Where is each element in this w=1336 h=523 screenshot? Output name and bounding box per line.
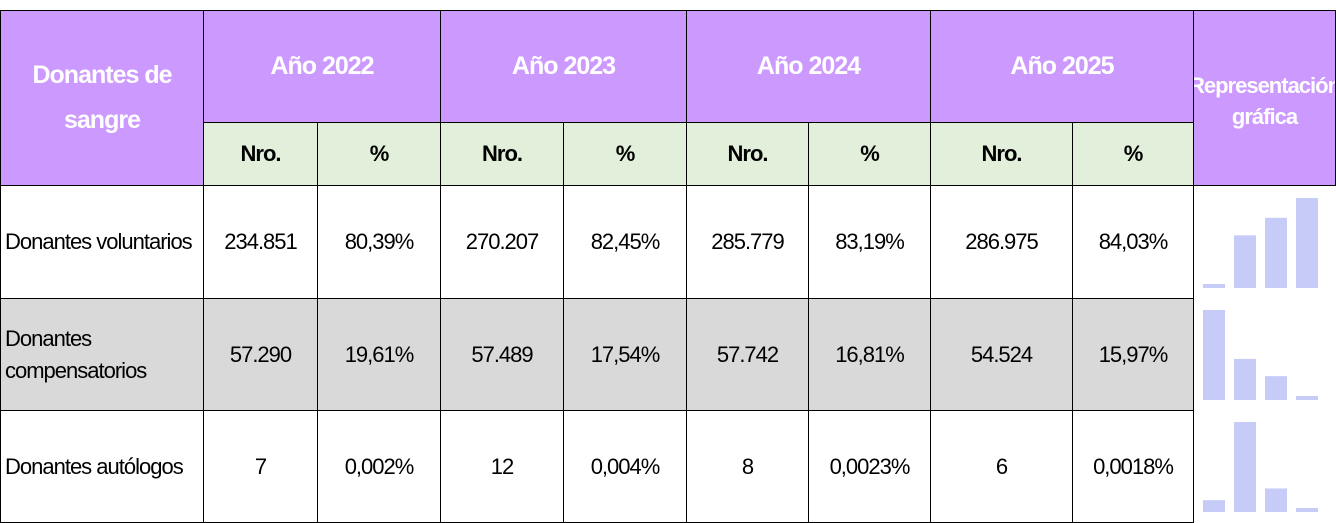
header-cell: Donantes de sangre bbox=[0, 10, 204, 186]
data-cell: 19,61% bbox=[317, 298, 441, 411]
sparkline-bar bbox=[1203, 284, 1225, 288]
sparkline-bar bbox=[1296, 198, 1318, 288]
data-cell: 54.524 bbox=[930, 298, 1073, 411]
sub-header: % bbox=[563, 122, 687, 186]
data-cell: 0,004% bbox=[563, 410, 687, 523]
sparkline-bar bbox=[1265, 488, 1287, 512]
chart-header: Representación gráfica bbox=[1193, 10, 1336, 186]
sparkline-bar bbox=[1296, 508, 1318, 512]
data-cell: 17,54% bbox=[563, 298, 687, 411]
year-header: Año 2023 bbox=[440, 10, 687, 123]
row-label: Donantes compensatorios bbox=[0, 298, 204, 411]
data-cell: 84,03% bbox=[1072, 185, 1194, 299]
sub-header: Nro. bbox=[440, 122, 564, 186]
data-cell: 15,97% bbox=[1072, 298, 1194, 411]
sparkline-bar bbox=[1203, 310, 1225, 400]
sparkline-bar bbox=[1265, 217, 1287, 288]
year-header: Año 2024 bbox=[686, 10, 931, 123]
sparkline-bar bbox=[1265, 376, 1287, 400]
sparkline-bar bbox=[1203, 500, 1225, 512]
sparkline-bar bbox=[1234, 422, 1256, 512]
sparkline-bar bbox=[1234, 358, 1256, 400]
year-header: Año 2025 bbox=[930, 10, 1194, 123]
sub-header: Nro. bbox=[686, 122, 809, 186]
data-cell: 57.290 bbox=[203, 298, 318, 411]
sub-header: Nro. bbox=[203, 122, 318, 186]
sparkline-bar bbox=[1234, 235, 1256, 288]
data-cell: 16,81% bbox=[808, 298, 931, 411]
data-cell: 0,0018% bbox=[1072, 410, 1194, 523]
sparkline-bar bbox=[1296, 396, 1318, 400]
sub-header: % bbox=[1072, 122, 1194, 186]
data-cell: 57.742 bbox=[686, 298, 809, 411]
